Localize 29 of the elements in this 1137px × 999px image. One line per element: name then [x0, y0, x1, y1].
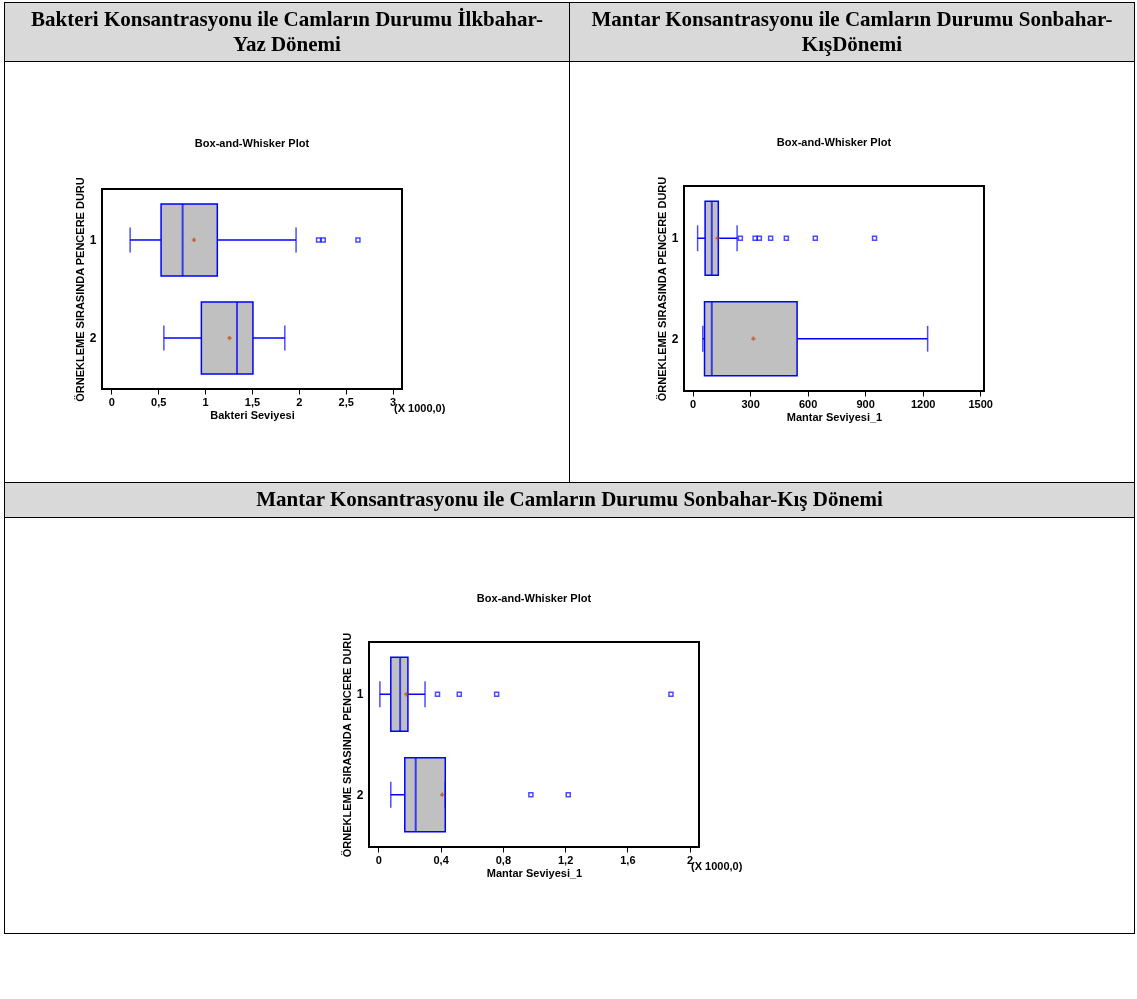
- chart-title: Bakteri Konsantrasyonu ile Camların Durumu İlkbahar-Yaz Dönemi: [4, 2, 570, 62]
- x-tick-label: 600: [798, 397, 818, 410]
- x-tick-label: 1,5: [244, 395, 260, 408]
- x-tick-label: 0,5: [150, 395, 166, 408]
- x-tick-label: 0: [690, 397, 697, 410]
- x-tick-label: 2: [295, 395, 302, 408]
- x-axis-title: Mantar Seviyesi_1: [486, 866, 583, 879]
- x-tick-label: 1500: [968, 397, 993, 410]
- x-tick-label: 1: [202, 395, 209, 408]
- chart-title: Mantar Konsantrasyonu ile Camların Durumu Sonbahar-KışDönemi: [569, 2, 1135, 62]
- x-axis-title: Mantar Seviyesi_1: [786, 410, 883, 423]
- x-tick-label: 2,5: [338, 395, 354, 408]
- chart-subtitle: Box-and-Whisker Plot: [476, 591, 592, 604]
- chart-subtitle: Box-and-Whisker Plot: [776, 136, 892, 149]
- x-tick-label: 1200: [910, 397, 936, 410]
- chart-subtitle: Box-and-Whisker Plot: [194, 136, 309, 149]
- x-tick-label: 900: [856, 397, 875, 410]
- y-axis-title: ÖRNEKLEME SIRASINDA PENCERE DURU: [73, 177, 86, 403]
- x-tick-label: 0,8: [495, 853, 512, 866]
- y-axis-title: ÖRNEKLEME SIRASINDA PENCERE DURU: [655, 177, 668, 402]
- x-axis-title: Bakteri Seviyesi: [209, 408, 295, 421]
- x-tick-label: 1,2: [557, 853, 574, 866]
- x-tick-label: 0,4: [433, 853, 450, 866]
- y-axis-title: ÖRNEKLEME SIRASINDA PENCERE DURU: [340, 632, 353, 857]
- x-tick-label: 0: [108, 395, 115, 408]
- x-tick-label: 300: [741, 397, 760, 410]
- x-tick-label: 0: [375, 853, 382, 866]
- chart-title: Mantar Konsantrasyonu ile Camların Durumu Sonbahar-Kış Dönemi: [4, 482, 1135, 518]
- x-tick-label: 1,6: [620, 853, 636, 866]
